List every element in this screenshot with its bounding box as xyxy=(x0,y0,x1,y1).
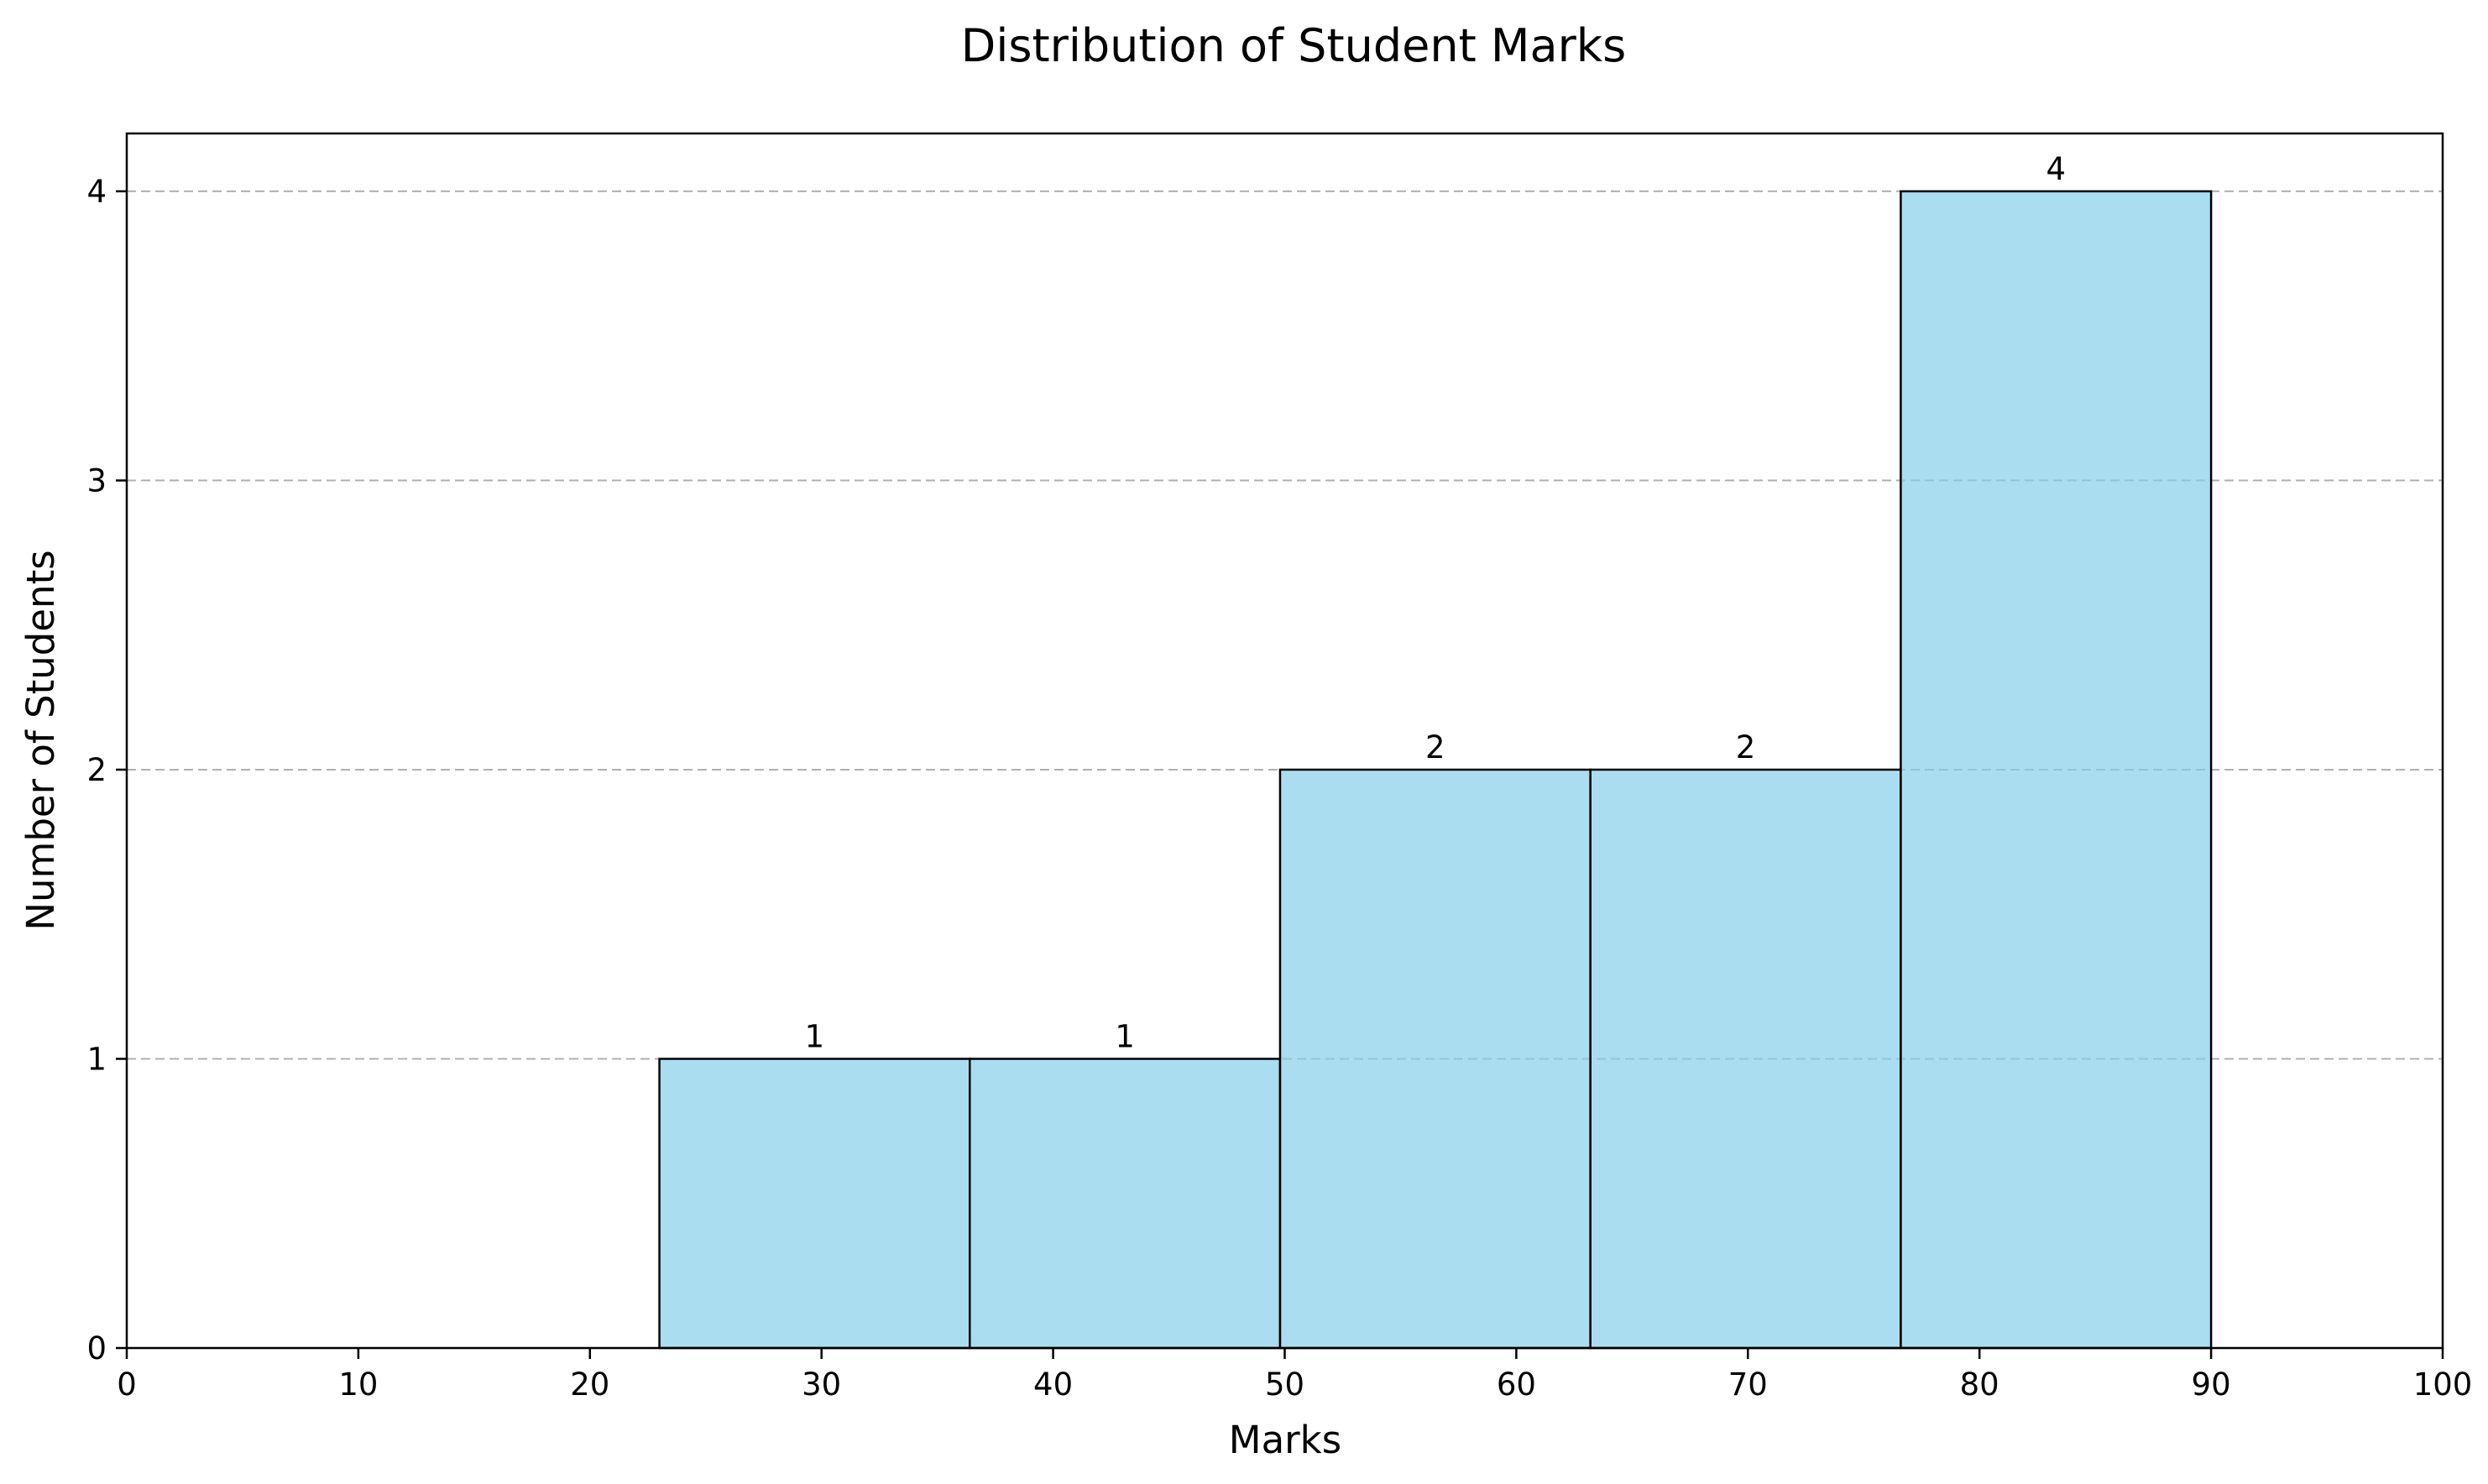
bar-count-label-1: 1 xyxy=(1115,1018,1135,1054)
y-tick-label-0: 0 xyxy=(86,1330,107,1366)
histogram-bar-4 xyxy=(1900,190,2213,1350)
histogram-bar-2 xyxy=(1278,768,1592,1350)
bar-count-label-3: 2 xyxy=(1736,729,1756,766)
chart-title: Distribution of Student Marks xyxy=(961,19,1626,72)
histogram-bar-0 xyxy=(658,1058,971,1350)
histogram-bar-3 xyxy=(1589,768,1902,1350)
x-tick-label-10: 100 xyxy=(2413,1366,2473,1403)
x-tick-label-4: 40 xyxy=(1033,1366,1073,1403)
x-tick-label-1: 10 xyxy=(338,1366,378,1403)
y-axis-label: Number of Students xyxy=(18,550,63,930)
bar-count-labels: 1 1 2 2 4 xyxy=(805,151,2066,1055)
x-tick-label-9: 90 xyxy=(2192,1366,2231,1403)
x-axis-ticks: 0 10 20 30 40 50 60 70 80 90 100 xyxy=(117,1348,2472,1403)
x-axis-label: Marks xyxy=(1229,1418,1341,1462)
y-tick-label-1: 1 xyxy=(86,1041,107,1077)
y-axis-ticks: 0 1 2 3 4 xyxy=(86,174,127,1366)
x-tick-label-8: 80 xyxy=(1960,1366,1999,1403)
x-tick-label-7: 70 xyxy=(1728,1366,1768,1403)
y-tick-label-4: 4 xyxy=(86,174,107,210)
x-tick-label-5: 50 xyxy=(1265,1366,1304,1403)
y-tick-label-3: 3 xyxy=(86,462,107,499)
x-tick-label-3: 30 xyxy=(802,1366,841,1403)
bar-count-label-4: 4 xyxy=(2046,151,2066,187)
bar-count-label-0: 1 xyxy=(805,1018,825,1054)
bar-count-label-2: 2 xyxy=(1425,729,1445,766)
histogram-bars xyxy=(658,190,2213,1350)
x-tick-label-2: 20 xyxy=(570,1366,609,1403)
x-tick-label-0: 0 xyxy=(117,1366,137,1403)
x-tick-label-6: 60 xyxy=(1497,1366,1536,1403)
y-tick-label-2: 2 xyxy=(86,752,107,788)
histogram-bar-1 xyxy=(969,1058,1282,1350)
